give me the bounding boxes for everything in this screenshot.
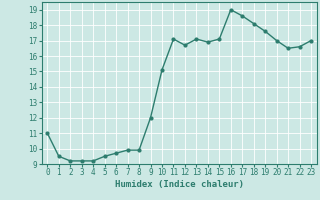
X-axis label: Humidex (Indice chaleur): Humidex (Indice chaleur): [115, 180, 244, 189]
